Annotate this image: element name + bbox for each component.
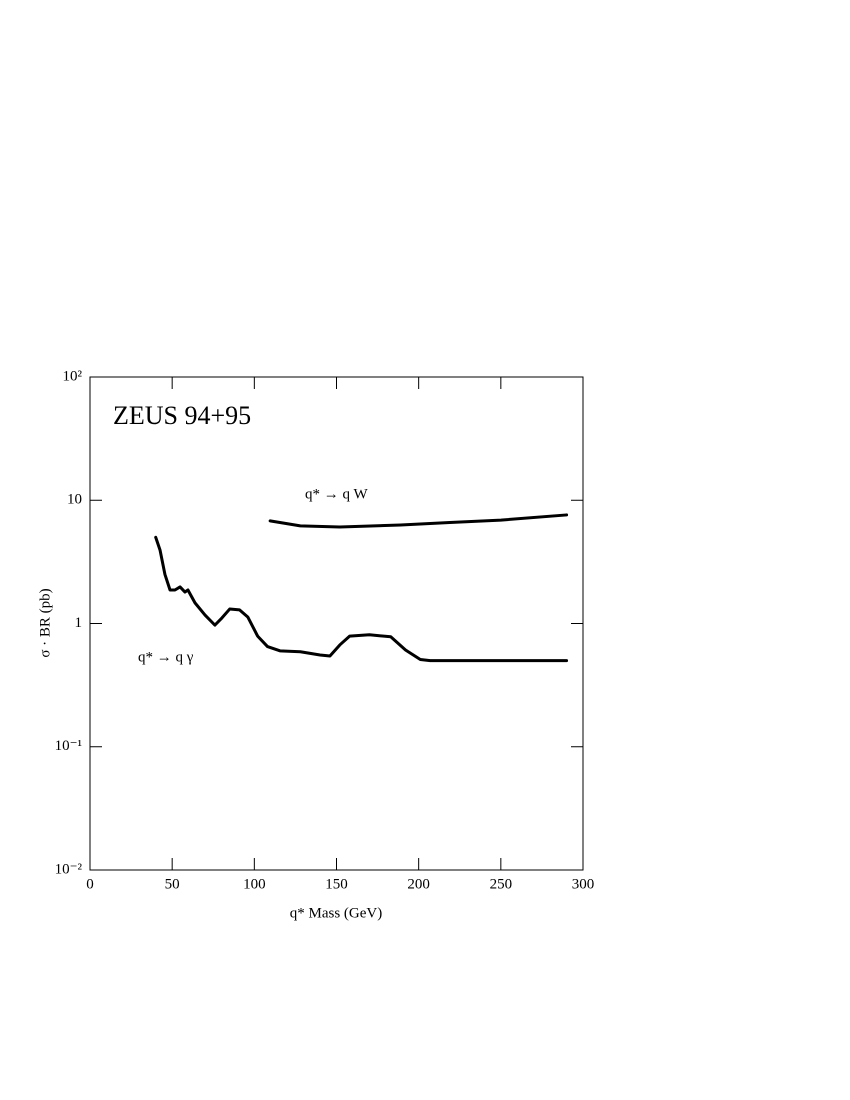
series-line xyxy=(154,535,569,663)
y-axis-label: σ · BR (pb) xyxy=(37,588,53,657)
y-tick-label: 10² xyxy=(63,368,83,384)
x-tick-label: 200 xyxy=(407,876,430,892)
x-tick-label: 300 xyxy=(572,876,595,892)
series-label: q* → q γ xyxy=(138,649,194,665)
x-axis-label: q* Mass (GeV) xyxy=(290,905,382,921)
x-tick-label: 100 xyxy=(243,876,266,892)
y-tick-label: 10⁻² xyxy=(55,861,83,877)
y-tick-label: 10 xyxy=(67,492,82,508)
y-tick-label: 1 xyxy=(75,615,83,631)
y-tick-label: 10⁻¹ xyxy=(55,738,82,754)
x-tick-label: 150 xyxy=(325,876,348,892)
series-label: q* → q W xyxy=(305,486,368,502)
chart-title: ZEUS 94+95 xyxy=(113,401,251,430)
x-tick-label: 0 xyxy=(86,876,94,892)
x-tick-label: 50 xyxy=(165,876,180,892)
x-tick-label: 250 xyxy=(490,876,513,892)
series-line xyxy=(268,513,569,529)
plot-frame xyxy=(89,376,584,871)
